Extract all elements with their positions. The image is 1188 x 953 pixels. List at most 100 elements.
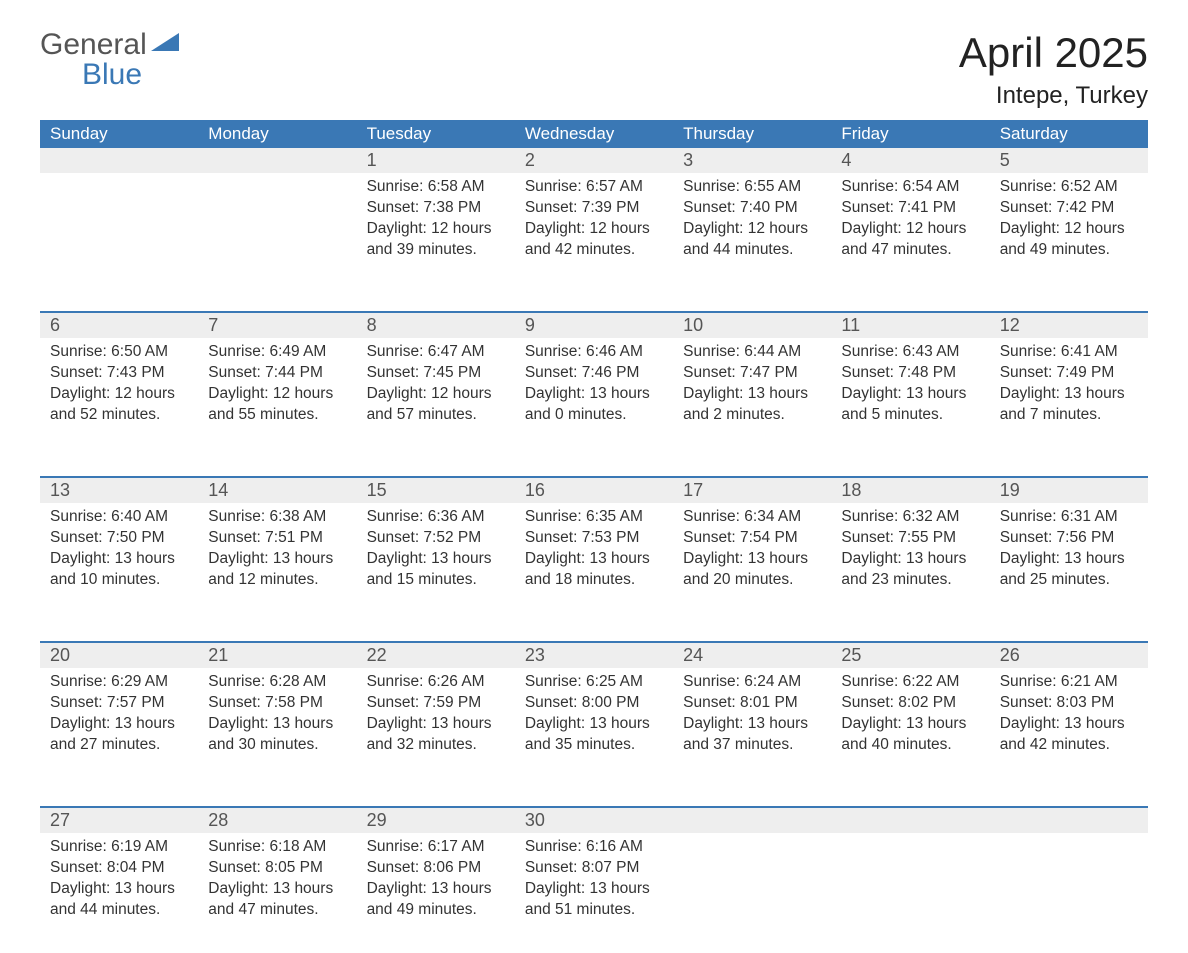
daylight-line: Daylight: 12 hours and 57 minutes. (367, 384, 505, 426)
cell-content: Sunrise: 6:36 AMSunset: 7:52 PMDaylight:… (357, 503, 515, 591)
sunrise-line: Sunrise: 6:26 AM (367, 672, 505, 693)
daylight-line: Daylight: 13 hours and 12 minutes. (208, 549, 346, 591)
calendar-cell: Sunrise: 6:29 AMSunset: 7:57 PMDaylight:… (40, 668, 198, 788)
sunrise-line: Sunrise: 6:36 AM (367, 507, 505, 528)
sunset-line: Sunset: 8:07 PM (525, 858, 663, 879)
sunrise-line: Sunrise: 6:19 AM (50, 837, 188, 858)
sunrise-line: Sunrise: 6:25 AM (525, 672, 663, 693)
daylight-line: Daylight: 13 hours and 44 minutes. (50, 879, 188, 921)
week-content-row: Sunrise: 6:29 AMSunset: 7:57 PMDaylight:… (40, 668, 1148, 788)
daylight-line: Daylight: 13 hours and 27 minutes. (50, 714, 188, 756)
calendar-cell: Sunrise: 6:32 AMSunset: 7:55 PMDaylight:… (831, 503, 989, 623)
sunrise-line: Sunrise: 6:17 AM (367, 837, 505, 858)
day-number: 16 (515, 478, 673, 503)
day-number-row: 20212223242526 (40, 641, 1148, 668)
sunrise-line: Sunrise: 6:41 AM (1000, 342, 1138, 363)
calendar-cell: Sunrise: 6:16 AMSunset: 8:07 PMDaylight:… (515, 833, 673, 953)
sunset-line: Sunset: 7:48 PM (841, 363, 979, 384)
cell-content: Sunrise: 6:31 AMSunset: 7:56 PMDaylight:… (990, 503, 1148, 591)
day-number: 5 (990, 148, 1148, 173)
daylight-line: Daylight: 13 hours and 49 minutes. (367, 879, 505, 921)
calendar-cell: Sunrise: 6:49 AMSunset: 7:44 PMDaylight:… (198, 338, 356, 458)
day-number: 6 (40, 313, 198, 338)
weekday-header: Thursday (673, 120, 831, 148)
cell-content: Sunrise: 6:38 AMSunset: 7:51 PMDaylight:… (198, 503, 356, 591)
calendar-cell (40, 173, 198, 293)
day-number: 17 (673, 478, 831, 503)
day-number: 3 (673, 148, 831, 173)
sunrise-line: Sunrise: 6:44 AM (683, 342, 821, 363)
cell-content: Sunrise: 6:58 AMSunset: 7:38 PMDaylight:… (357, 173, 515, 261)
calendar-cell: Sunrise: 6:50 AMSunset: 7:43 PMDaylight:… (40, 338, 198, 458)
sunset-line: Sunset: 7:49 PM (1000, 363, 1138, 384)
calendar-cell: Sunrise: 6:41 AMSunset: 7:49 PMDaylight:… (990, 338, 1148, 458)
sunrise-line: Sunrise: 6:58 AM (367, 177, 505, 198)
sunset-line: Sunset: 7:46 PM (525, 363, 663, 384)
sunset-line: Sunset: 7:42 PM (1000, 198, 1138, 219)
sunrise-line: Sunrise: 6:43 AM (841, 342, 979, 363)
cell-content: Sunrise: 6:54 AMSunset: 7:41 PMDaylight:… (831, 173, 989, 261)
daylight-line: Daylight: 13 hours and 51 minutes. (525, 879, 663, 921)
sunrise-line: Sunrise: 6:55 AM (683, 177, 821, 198)
cell-content: Sunrise: 6:26 AMSunset: 7:59 PMDaylight:… (357, 668, 515, 756)
sunset-line: Sunset: 7:55 PM (841, 528, 979, 549)
sunrise-line: Sunrise: 6:38 AM (208, 507, 346, 528)
cell-content: Sunrise: 6:52 AMSunset: 7:42 PMDaylight:… (990, 173, 1148, 261)
calendar-cell: Sunrise: 6:21 AMSunset: 8:03 PMDaylight:… (990, 668, 1148, 788)
sunrise-line: Sunrise: 6:52 AM (1000, 177, 1138, 198)
day-number: 26 (990, 643, 1148, 668)
daylight-line: Daylight: 12 hours and 44 minutes. (683, 219, 821, 261)
day-number: 4 (831, 148, 989, 173)
day-number: 28 (198, 808, 356, 833)
cell-content: Sunrise: 6:47 AMSunset: 7:45 PMDaylight:… (357, 338, 515, 426)
calendar-cell: Sunrise: 6:18 AMSunset: 8:05 PMDaylight:… (198, 833, 356, 953)
day-number: 23 (515, 643, 673, 668)
sunrise-line: Sunrise: 6:29 AM (50, 672, 188, 693)
cell-content: Sunrise: 6:46 AMSunset: 7:46 PMDaylight:… (515, 338, 673, 426)
sunset-line: Sunset: 8:04 PM (50, 858, 188, 879)
day-number: 14 (198, 478, 356, 503)
brand-logo: General Blue (40, 30, 179, 90)
daylight-line: Daylight: 13 hours and 42 minutes. (1000, 714, 1138, 756)
calendar-cell: Sunrise: 6:22 AMSunset: 8:02 PMDaylight:… (831, 668, 989, 788)
sunrise-line: Sunrise: 6:22 AM (841, 672, 979, 693)
day-number: 11 (831, 313, 989, 338)
sunset-line: Sunset: 7:47 PM (683, 363, 821, 384)
weekday-header: Friday (831, 120, 989, 148)
daylight-line: Daylight: 13 hours and 32 minutes. (367, 714, 505, 756)
sunset-line: Sunset: 7:54 PM (683, 528, 821, 549)
sunrise-line: Sunrise: 6:34 AM (683, 507, 821, 528)
cell-content: Sunrise: 6:16 AMSunset: 8:07 PMDaylight:… (515, 833, 673, 921)
day-number: 10 (673, 313, 831, 338)
daylight-line: Daylight: 12 hours and 49 minutes. (1000, 219, 1138, 261)
sunrise-line: Sunrise: 6:49 AM (208, 342, 346, 363)
day-number-row: 6789101112 (40, 311, 1148, 338)
sunset-line: Sunset: 8:02 PM (841, 693, 979, 714)
weeks-container: 12345Sunrise: 6:58 AMSunset: 7:38 PMDayl… (40, 148, 1148, 953)
calendar-cell: Sunrise: 6:55 AMSunset: 7:40 PMDaylight:… (673, 173, 831, 293)
sunrise-line: Sunrise: 6:31 AM (1000, 507, 1138, 528)
cell-content: Sunrise: 6:44 AMSunset: 7:47 PMDaylight:… (673, 338, 831, 426)
day-number (673, 808, 831, 833)
brand-word-2: Blue (82, 60, 179, 90)
sunrise-line: Sunrise: 6:50 AM (50, 342, 188, 363)
week-content-row: Sunrise: 6:19 AMSunset: 8:04 PMDaylight:… (40, 833, 1148, 953)
calendar-cell: Sunrise: 6:19 AMSunset: 8:04 PMDaylight:… (40, 833, 198, 953)
daylight-line: Daylight: 12 hours and 55 minutes. (208, 384, 346, 426)
sunset-line: Sunset: 7:39 PM (525, 198, 663, 219)
cell-content: Sunrise: 6:50 AMSunset: 7:43 PMDaylight:… (40, 338, 198, 426)
daylight-line: Daylight: 13 hours and 47 minutes. (208, 879, 346, 921)
day-number: 21 (198, 643, 356, 668)
calendar-cell: Sunrise: 6:31 AMSunset: 7:56 PMDaylight:… (990, 503, 1148, 623)
sunset-line: Sunset: 7:51 PM (208, 528, 346, 549)
day-number: 9 (515, 313, 673, 338)
daylight-line: Daylight: 13 hours and 18 minutes. (525, 549, 663, 591)
daylight-line: Daylight: 13 hours and 37 minutes. (683, 714, 821, 756)
daylight-line: Daylight: 12 hours and 52 minutes. (50, 384, 188, 426)
calendar-cell: Sunrise: 6:40 AMSunset: 7:50 PMDaylight:… (40, 503, 198, 623)
sunset-line: Sunset: 8:03 PM (1000, 693, 1138, 714)
calendar-cell: Sunrise: 6:17 AMSunset: 8:06 PMDaylight:… (357, 833, 515, 953)
calendar-cell: Sunrise: 6:24 AMSunset: 8:01 PMDaylight:… (673, 668, 831, 788)
week-content-row: Sunrise: 6:50 AMSunset: 7:43 PMDaylight:… (40, 338, 1148, 458)
cell-content: Sunrise: 6:35 AMSunset: 7:53 PMDaylight:… (515, 503, 673, 591)
